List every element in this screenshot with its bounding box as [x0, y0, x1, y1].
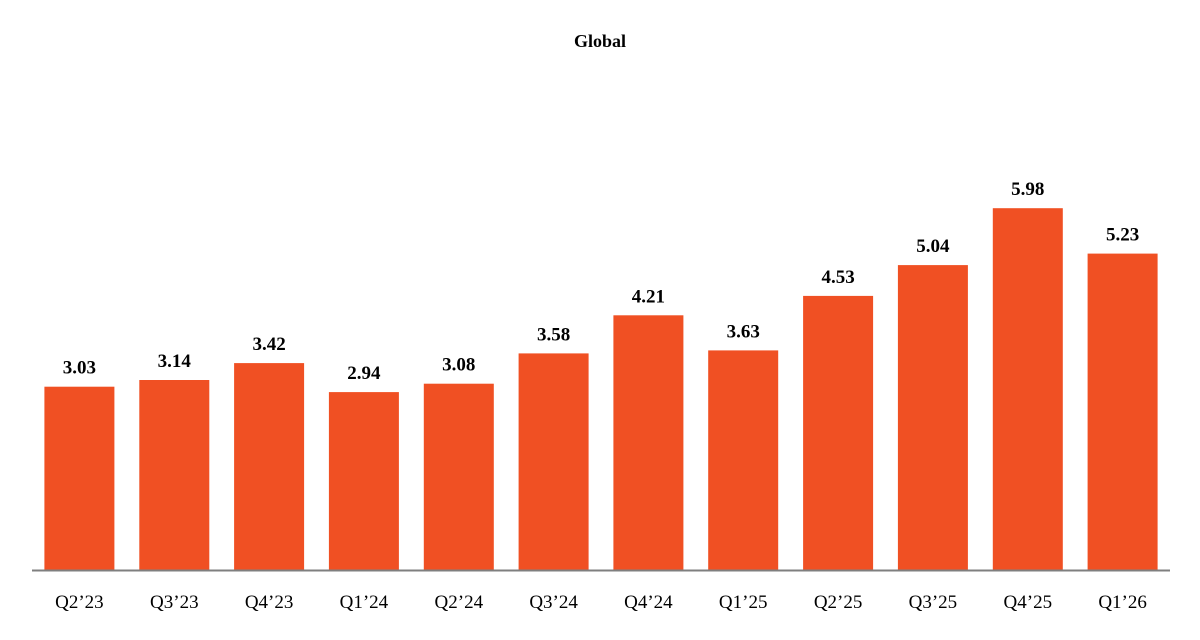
bar: [708, 350, 779, 570]
value-labels-group: 3.03 3.14 3.42 2.94 3.08 3.58 4.21 3.63 4.53 5.04…: [63, 179, 1139, 384]
x-tick-label: Q2’24: [435, 592, 484, 613]
bar-value-label: 3.42: [252, 334, 285, 355]
bar: [613, 315, 684, 570]
bar: [234, 363, 305, 570]
bar: [1087, 253, 1158, 570]
bar: [518, 353, 589, 570]
x-tick-label: Q1’24: [340, 592, 389, 613]
x-tick-label: Q3’24: [529, 592, 578, 613]
bars-group: [44, 208, 1158, 570]
bar: [44, 386, 115, 570]
x-tick-label: Q4’25: [1004, 592, 1053, 613]
x-tick-label: Q4’23: [245, 592, 294, 613]
bar-value-label: 5.04: [916, 236, 950, 257]
bar-value-label: 5.23: [1106, 225, 1139, 246]
x-tick-label: Q2’23: [55, 592, 104, 613]
bar: [803, 295, 874, 570]
chart-title: Global: [574, 31, 626, 51]
bar: [897, 265, 968, 570]
bar-value-label: 4.21: [632, 286, 665, 307]
x-tick-label: Q1’26: [1098, 592, 1147, 613]
bar: [423, 383, 494, 570]
x-tick-label: Q2’25: [814, 592, 863, 613]
bar: [139, 380, 210, 570]
bar-value-label: 2.94: [347, 363, 381, 384]
bar: [992, 208, 1063, 570]
bar: [328, 392, 399, 570]
bar-value-label: 3.03: [63, 358, 96, 379]
x-tick-label: Q3’25: [909, 592, 958, 613]
x-tick-label: Q1’25: [719, 592, 768, 613]
bar-value-label: 4.53: [821, 267, 854, 288]
x-tick-label: Q3’23: [150, 592, 199, 613]
bar-value-label: 5.98: [1011, 179, 1044, 200]
bar-value-label: 3.58: [537, 324, 570, 345]
bar-value-label: 3.08: [442, 355, 475, 376]
x-tick-label: Q4’24: [624, 592, 673, 613]
bar-value-label: 3.14: [158, 351, 192, 372]
bar-value-label: 3.63: [727, 321, 760, 342]
x-tick-labels-group: Q2’23 Q3’23 Q4’23 Q1’24 Q2’24 Q3’24 Q4’24 Q1’25…: [55, 592, 1147, 613]
